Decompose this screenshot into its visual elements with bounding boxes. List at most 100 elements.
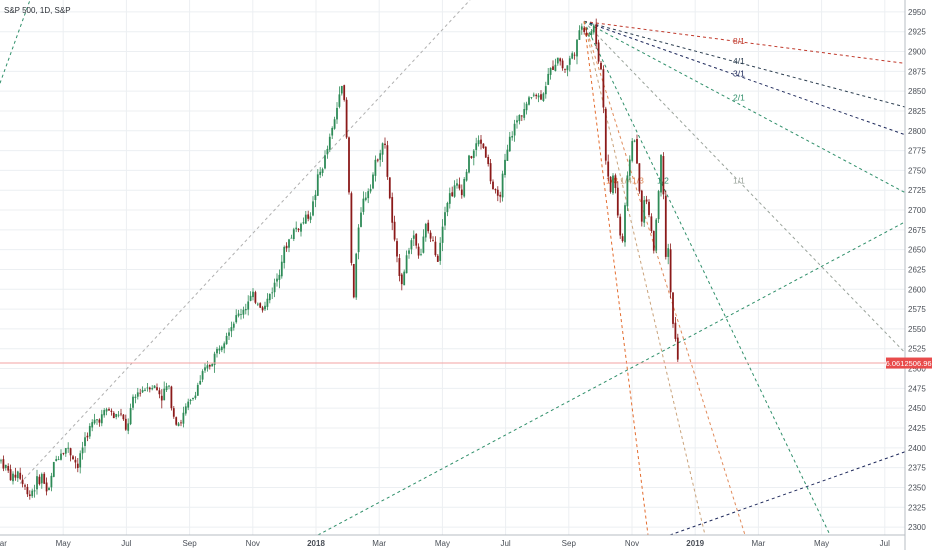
- candle-body: [336, 107, 338, 120]
- candle-body: [477, 140, 480, 145]
- candle-body: [441, 226, 444, 243]
- candle-body: [398, 258, 401, 276]
- gann-fan-line[interactable]: [583, 21, 831, 536]
- candle-body: [348, 137, 350, 193]
- gann-fan-label: 1/1: [733, 176, 745, 186]
- gann-fan-line[interactable]: [583, 21, 906, 354]
- candle-body: [619, 216, 622, 236]
- candle-body: [158, 390, 161, 395]
- candle-body: [273, 282, 276, 293]
- gann-fan-line[interactable]: [583, 20, 906, 194]
- trend-line[interactable]: [317, 221, 906, 536]
- candle-body: [518, 114, 521, 122]
- candle-body: [175, 417, 178, 425]
- y-tick-label: 2725: [908, 186, 926, 195]
- candle-body: [216, 348, 218, 354]
- gann-fan-line[interactable]: [583, 21, 706, 536]
- y-tick-label: 2825: [908, 107, 926, 116]
- candle-body: [657, 191, 660, 220]
- candle-body: [24, 485, 26, 487]
- candle-body: [86, 435, 89, 438]
- y-tick-label: 2300: [908, 523, 926, 532]
- candle-body: [412, 235, 415, 239]
- gann-fan: 8/14/13/12/11/11/21/31/41/8: [583, 20, 906, 536]
- gann-fan-label: 4/1: [733, 56, 745, 66]
- x-tick-label: Mar: [752, 539, 766, 548]
- candle-body: [492, 181, 494, 190]
- price-tag-text: 2506.96: [904, 359, 931, 368]
- candle-body: [19, 472, 22, 479]
- candle-body: [583, 27, 586, 32]
- candle-body: [602, 69, 605, 108]
- candle-body: [326, 148, 329, 155]
- candle-body: [340, 85, 343, 94]
- gann-fan-line[interactable]: [583, 21, 746, 536]
- candle-body: [556, 57, 559, 64]
- price-axis[interactable]: 2300 2325 2350 2375 2400 2425 2450 2475 2500 2525…: [904, 0, 926, 550]
- trend-line[interactable]: [669, 451, 906, 536]
- candle-body: [676, 337, 679, 360]
- candle-body: [81, 447, 84, 454]
- candle-body: [199, 380, 202, 385]
- x-tick-label: Sep: [562, 539, 577, 548]
- candle-body: [585, 32, 588, 35]
- candle-body: [400, 274, 403, 285]
- candle-body: [0, 460, 2, 462]
- gann-fan-label: 1/3: [632, 176, 644, 186]
- candle-body: [160, 395, 163, 401]
- candle-body: [40, 474, 43, 484]
- gann-fan-line[interactable]: [583, 20, 906, 108]
- candle-body: [151, 388, 154, 390]
- candle-body: [631, 141, 634, 161]
- gann-fan-line[interactable]: [583, 21, 649, 536]
- x-tick-label: May: [56, 539, 71, 548]
- candle-body: [312, 201, 314, 216]
- trend-line[interactable]: [19, 0, 471, 484]
- candle-body: [672, 292, 674, 324]
- candle-body: [43, 473, 46, 484]
- candle-body: [427, 222, 430, 232]
- x-tick-label: Nov: [246, 539, 260, 548]
- gann-fan-label: 1/8: [606, 176, 618, 186]
- candle-body: [271, 292, 274, 294]
- candle-body: [343, 85, 346, 100]
- candle-body: [165, 386, 168, 391]
- y-tick-label: 2550: [908, 325, 926, 334]
- candle-body: [669, 249, 672, 293]
- symbol-legend: S&P 500, 1D, S&P: [4, 6, 71, 15]
- candle-body: [120, 413, 122, 415]
- candle-body: [362, 198, 365, 212]
- time-axis[interactable]: Mar May Jul Sep Nov 2018 Mar May Jul Sep Nov 2019 Ma…: [0, 534, 905, 548]
- candle-body: [12, 473, 14, 482]
- candle-body: [230, 327, 233, 332]
- candle-body: [278, 274, 281, 280]
- candle-body: [110, 410, 113, 412]
- candle-body: [465, 171, 468, 181]
- gann-fan-line[interactable]: [583, 20, 906, 136]
- trend-line[interactable]: [0, 0, 31, 84]
- candle-body: [280, 261, 283, 277]
- candle-body: [667, 248, 670, 257]
- y-tick-label: 2625: [908, 265, 926, 274]
- candle-body: [480, 139, 482, 144]
- x-tick-label: 2018: [307, 539, 325, 548]
- candle-body: [307, 214, 310, 219]
- candle-body: [14, 474, 17, 478]
- candle-body: [590, 31, 593, 35]
- candle-body: [360, 212, 362, 227]
- candle-body: [180, 422, 182, 424]
- candle-body: [379, 153, 382, 160]
- candle-body: [408, 250, 410, 254]
- candle-body: [417, 246, 420, 256]
- candle-body: [288, 239, 290, 248]
- candle-body: [2, 459, 5, 469]
- candle-body: [566, 65, 569, 71]
- candle-body: [638, 163, 641, 192]
- candle-body: [268, 293, 271, 301]
- candle-body: [324, 155, 326, 169]
- candle-body: [410, 240, 413, 250]
- candle-body: [194, 395, 197, 399]
- chart-grid: [0, 0, 905, 535]
- candle-body: [261, 307, 264, 311]
